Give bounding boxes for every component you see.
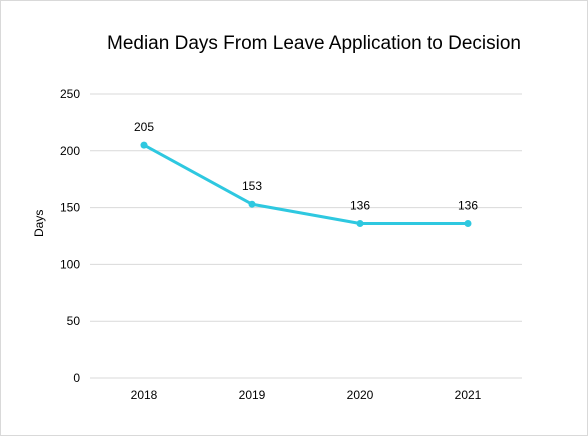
x-tick-labels: 2018 2019 2020 2021 [131,388,482,402]
x-tick-label: 2019 [239,388,266,402]
series-line [142,143,470,226]
chart-title: Median Days From Leave Application to De… [107,33,521,54]
y-tick-labels: 0 50 100 150 200 250 [60,87,80,385]
y-tick-label: 100 [60,257,80,271]
data-point [356,220,364,228]
data-label: 153 [242,179,262,193]
y-tick-label: 0 [73,371,80,385]
data-point [464,220,472,228]
series-layer [140,141,472,228]
data-label: 136 [350,199,370,213]
x-tick-label: 2021 [455,388,482,402]
x-tick-label: 2018 [131,388,158,402]
y-tick-label: 50 [67,314,81,328]
y-tick-label: 200 [60,144,80,158]
x-tick-label: 2020 [347,388,374,402]
y-tick-label: 250 [60,87,80,101]
data-point [248,200,256,208]
y-tick-label: 150 [60,201,80,215]
data-point [140,141,148,149]
data-labels: 205 153 136 136 [134,120,478,212]
grid-layer [90,93,522,379]
data-label: 205 [134,120,154,134]
data-label: 136 [458,199,478,213]
